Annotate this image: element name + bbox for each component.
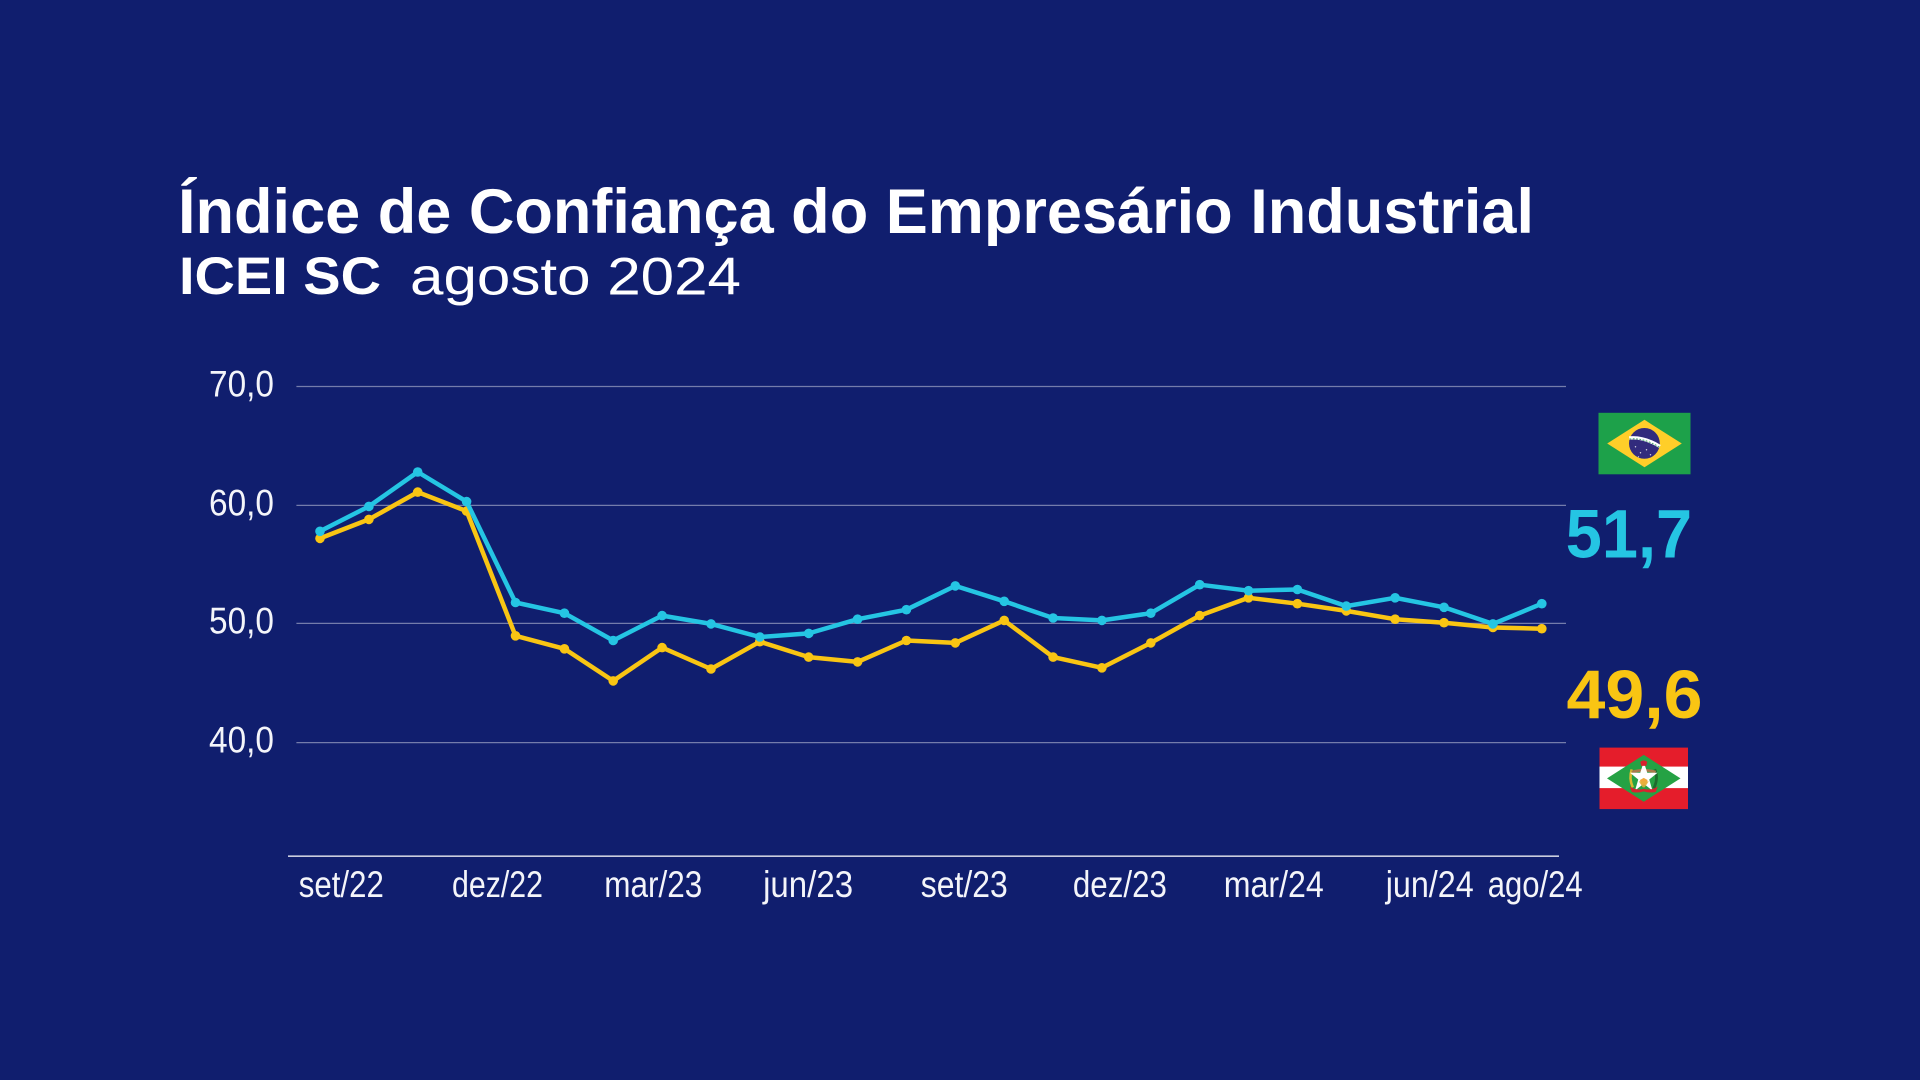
svg-text:60,0: 60,0: [209, 482, 274, 523]
svg-text:agosto 2024: agosto 2024: [410, 248, 741, 307]
svg-text:jun/23: jun/23: [762, 864, 853, 905]
svg-text:70,0: 70,0: [209, 363, 274, 404]
svg-text:set/22: set/22: [299, 864, 384, 905]
svg-text:mar/24: mar/24: [1224, 864, 1324, 905]
svg-text:jun/24: jun/24: [1385, 864, 1474, 905]
svg-text:ICEI SC: ICEI SC: [179, 247, 381, 306]
svg-text:51,7: 51,7: [1566, 496, 1692, 573]
svg-text:49,6: 49,6: [1567, 656, 1703, 733]
svg-text:dez/23: dez/23: [1073, 864, 1167, 905]
svg-text:50,0: 50,0: [209, 600, 274, 641]
svg-text:40,0: 40,0: [209, 720, 274, 761]
svg-text:ago/24: ago/24: [1488, 864, 1583, 905]
svg-text:mar/23: mar/23: [604, 864, 702, 905]
svg-text:set/23: set/23: [921, 864, 1008, 905]
svg-text:Índice de Confiança do Empresá: Índice de Confiança do Empresário Indust…: [178, 177, 1534, 247]
svg-text:dez/22: dez/22: [452, 864, 543, 905]
